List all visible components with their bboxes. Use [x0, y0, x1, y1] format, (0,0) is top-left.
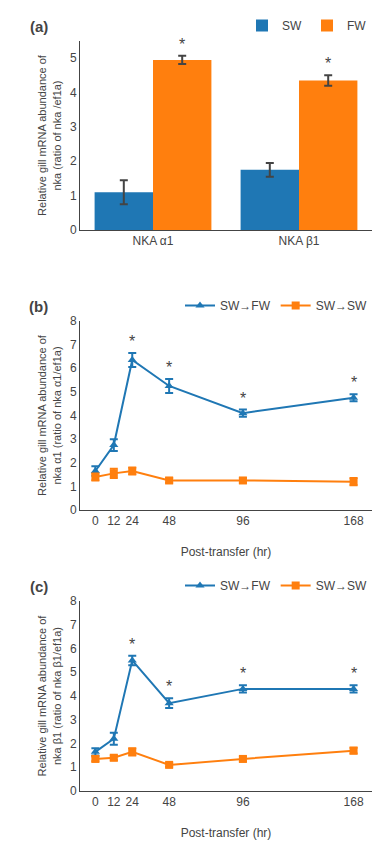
svg-text:NKA α1: NKA α1 — [133, 234, 174, 248]
svg-text:Relative gill mRNA abundance o: Relative gill mRNA abundance ofnka α1 (r… — [36, 334, 62, 496]
svg-text:12: 12 — [107, 795, 121, 809]
svg-text:(b): (b) — [29, 298, 48, 315]
svg-text:*: * — [351, 374, 357, 391]
svg-text:168: 168 — [344, 795, 364, 809]
svg-text:0: 0 — [92, 514, 99, 528]
svg-text:5: 5 — [70, 665, 77, 679]
svg-text:*: * — [240, 390, 246, 407]
svg-text:2: 2 — [70, 737, 77, 751]
svg-text:48: 48 — [162, 795, 176, 809]
svg-text:96: 96 — [236, 795, 250, 809]
svg-text:12: 12 — [107, 514, 121, 528]
svg-text:0: 0 — [70, 223, 77, 237]
svg-text:SW→FW: SW→FW — [220, 579, 271, 593]
svg-text:*: * — [166, 359, 172, 376]
svg-text:24: 24 — [126, 514, 140, 528]
svg-text:FW: FW — [347, 19, 366, 33]
svg-text:0: 0 — [70, 503, 77, 517]
svg-text:2: 2 — [70, 456, 77, 470]
svg-text:1: 1 — [70, 480, 77, 494]
svg-text:96: 96 — [236, 514, 250, 528]
svg-text:*: * — [179, 36, 185, 53]
svg-text:3: 3 — [70, 713, 77, 727]
svg-text:5: 5 — [70, 385, 77, 399]
svg-text:*: * — [325, 55, 331, 72]
svg-text:1: 1 — [70, 189, 77, 203]
svg-text:SW: SW — [282, 19, 302, 33]
svg-text:(a): (a) — [30, 18, 48, 35]
svg-text:*: * — [129, 636, 135, 653]
svg-text:(c): (c) — [30, 578, 48, 595]
svg-text:7: 7 — [70, 338, 77, 352]
svg-text:Relative gill mRNA abundance o: Relative gill mRNA abundance ofnka β1 (r… — [36, 615, 62, 777]
svg-text:SW→SW: SW→SW — [316, 299, 367, 313]
svg-text:Post-transfer (hr): Post-transfer (hr) — [181, 545, 272, 559]
svg-text:168: 168 — [344, 514, 364, 528]
svg-text:0: 0 — [92, 795, 99, 809]
svg-text:1: 1 — [70, 760, 77, 774]
svg-text:5: 5 — [70, 51, 77, 65]
svg-text:6: 6 — [70, 361, 77, 375]
svg-text:SW→SW: SW→SW — [316, 579, 367, 593]
svg-text:4: 4 — [70, 409, 77, 423]
svg-text:8: 8 — [70, 594, 77, 608]
svg-text:48: 48 — [162, 514, 176, 528]
svg-text:7: 7 — [70, 618, 77, 632]
svg-text:2: 2 — [70, 154, 77, 168]
svg-text:Relative gill mRNA abundance o: Relative gill mRNA abundance ofnka (rati… — [36, 54, 62, 216]
svg-text:SW→FW: SW→FW — [220, 299, 271, 313]
svg-text:8: 8 — [70, 314, 77, 328]
svg-text:0: 0 — [70, 784, 77, 798]
svg-text:4: 4 — [70, 689, 77, 703]
svg-text:*: * — [351, 665, 357, 682]
svg-text:*: * — [129, 333, 135, 350]
svg-text:Post-transfer (hr): Post-transfer (hr) — [181, 826, 272, 840]
svg-text:NKA β1: NKA β1 — [279, 234, 320, 248]
svg-text:*: * — [166, 678, 172, 695]
svg-text:6: 6 — [70, 642, 77, 656]
svg-text:3: 3 — [70, 120, 77, 134]
svg-text:4: 4 — [70, 86, 77, 100]
svg-text:*: * — [240, 665, 246, 682]
svg-text:3: 3 — [70, 432, 77, 446]
svg-text:24: 24 — [126, 795, 140, 809]
